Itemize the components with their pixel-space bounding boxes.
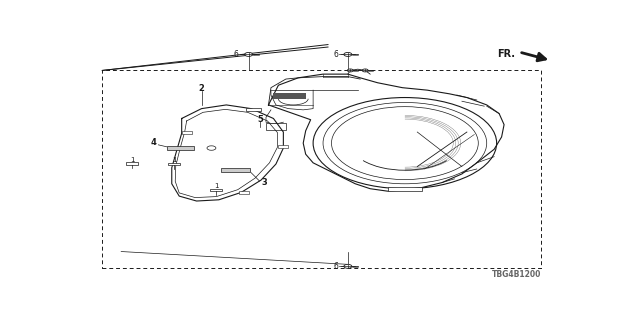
FancyBboxPatch shape	[246, 108, 261, 111]
Text: 4: 4	[150, 138, 156, 147]
Circle shape	[348, 69, 353, 72]
Text: 1: 1	[130, 156, 134, 163]
Text: FR.: FR.	[497, 49, 515, 59]
FancyBboxPatch shape	[211, 189, 222, 191]
Circle shape	[362, 69, 368, 72]
Text: 3: 3	[262, 178, 268, 187]
FancyBboxPatch shape	[278, 145, 288, 148]
Text: 5: 5	[257, 115, 263, 124]
Text: 1: 1	[214, 183, 219, 189]
Circle shape	[244, 52, 253, 56]
Text: 1: 1	[172, 157, 177, 164]
Text: 6: 6	[333, 50, 338, 59]
FancyBboxPatch shape	[182, 131, 191, 133]
FancyBboxPatch shape	[167, 146, 194, 150]
Text: TBG4B1200: TBG4B1200	[492, 270, 541, 279]
Circle shape	[344, 52, 352, 56]
Text: 2: 2	[198, 84, 204, 93]
Circle shape	[344, 264, 352, 268]
FancyBboxPatch shape	[388, 188, 422, 191]
FancyBboxPatch shape	[266, 124, 286, 130]
FancyBboxPatch shape	[126, 162, 138, 164]
Text: 6: 6	[333, 262, 338, 271]
Text: 6: 6	[234, 50, 239, 59]
FancyBboxPatch shape	[221, 169, 250, 172]
FancyBboxPatch shape	[168, 163, 180, 165]
FancyBboxPatch shape	[273, 93, 306, 99]
FancyBboxPatch shape	[239, 191, 249, 194]
